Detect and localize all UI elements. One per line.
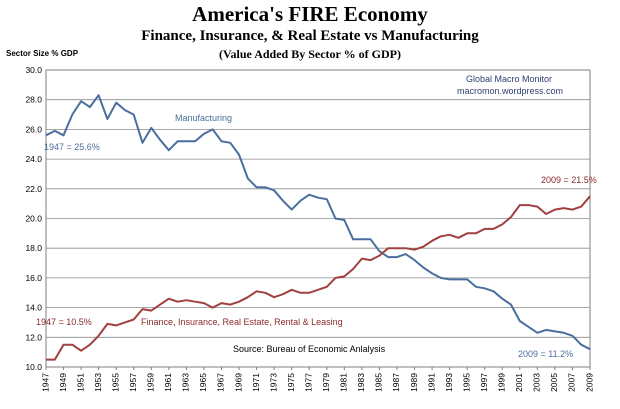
x-tick-label: 1951 [75, 373, 85, 392]
x-axis: 1947 1949 1951 1953 1955 1957 1959 1961 1963 1965… [40, 366, 594, 392]
x-tick-label: 2003 [532, 373, 542, 392]
chart-title: America's FIRE Economy [192, 2, 428, 26]
y-tick-label: 10.0 [25, 362, 42, 372]
x-tick-label: 2001 [514, 373, 524, 392]
chart-subtitle: Finance, Insurance, & Real Estate vs Man… [141, 28, 479, 44]
x-tick-label: 2005 [549, 373, 559, 392]
x-tick-label: 1947 [40, 373, 50, 392]
x-tick-label: 1997 [479, 373, 489, 392]
x-tick-label: 1987 [391, 373, 401, 392]
y-tick-label: 26.0 [25, 124, 42, 134]
manufacturing-start-label: 1947 = 25.6% [44, 142, 100, 152]
x-tick-label: 1969 [233, 373, 243, 392]
source-label: Source: Bureau of Economic Anlalysis [233, 344, 386, 354]
y-tick-label: 12.0 [25, 332, 42, 342]
x-tick-label: 1991 [426, 373, 436, 392]
x-tick-label: 1957 [128, 373, 138, 392]
x-tick-label: 2007 [567, 373, 577, 392]
x-tick-label: 1975 [286, 373, 296, 392]
y-axis-label: Sector Size % GDP [6, 49, 79, 58]
manufacturing-line [45, 94, 591, 351]
fire-end-label: 2009 = 21.5% [541, 175, 597, 185]
x-tick-label: 1961 [163, 373, 173, 392]
x-tick-label: 2009 [584, 373, 594, 392]
fire-label: Finance, Insurance, Real Estate, Rental … [141, 317, 343, 327]
y-axis: 10.0 12.0 14.0 16.0 18.0 20.0 22.0 24.0 26.0 28.0… [25, 65, 42, 372]
x-tick-label: 1953 [93, 373, 103, 392]
chart-subtitle-2: (Value Added By Sector % of GDP) [218, 47, 401, 61]
x-tick-label: 1955 [110, 373, 120, 392]
x-tick-label: 1995 [461, 373, 471, 392]
y-tick-label: 16.0 [25, 273, 42, 283]
y-tick-label: 14.0 [25, 303, 42, 313]
fire-line [46, 195, 591, 361]
manufacturing-label: Manufacturing [175, 113, 232, 123]
y-tick-label: 28.0 [25, 95, 42, 105]
source-top-label: Global Macro Monitor [466, 74, 552, 84]
x-tick-label: 1985 [374, 373, 384, 392]
gridlines [46, 99, 590, 338]
x-tick-label: 1949 [58, 373, 68, 392]
manufacturing-end-label: 2009 = 11.2% [518, 349, 573, 359]
x-tick-label: 1963 [181, 373, 191, 392]
x-tick-label: 1989 [409, 373, 419, 392]
x-tick-label: 1993 [444, 373, 454, 392]
x-tick-label: 1979 [321, 373, 331, 392]
y-tick-label: 18.0 [25, 243, 42, 253]
y-tick-label: 30.0 [25, 65, 42, 75]
y-tick-label: 24.0 [25, 154, 42, 164]
fire-start-label: 1947 = 10.5% [36, 317, 92, 327]
series-lines [45, 94, 591, 361]
source-url-label: macromon.wordpress.com [457, 86, 563, 96]
x-tick-label: 1999 [497, 373, 507, 392]
x-tick-label: 1959 [146, 373, 156, 392]
x-tick-label: 1983 [356, 373, 366, 392]
x-tick-label: 1971 [251, 373, 261, 392]
y-tick-label: 22.0 [25, 184, 42, 194]
x-tick-label: 1973 [268, 373, 278, 392]
y-tick-label: 20.0 [25, 214, 42, 224]
x-tick-label: 1981 [339, 373, 349, 392]
x-tick-label: 1965 [198, 373, 208, 392]
x-tick-label: 1977 [303, 373, 313, 392]
x-tick-label: 1967 [216, 373, 226, 392]
